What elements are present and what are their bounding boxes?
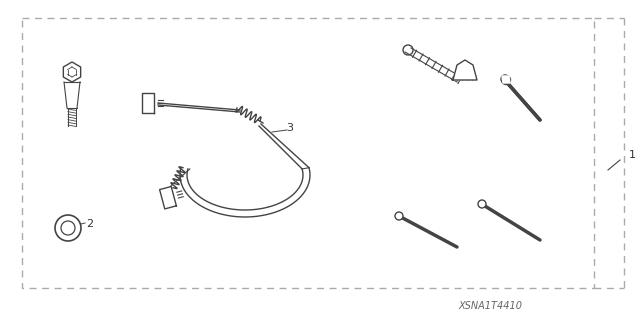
Circle shape bbox=[501, 75, 509, 83]
Polygon shape bbox=[142, 93, 154, 113]
Polygon shape bbox=[68, 108, 76, 126]
Text: 2: 2 bbox=[86, 219, 93, 229]
Polygon shape bbox=[63, 62, 81, 82]
Bar bbox=[22, 18, 594, 288]
Text: 3: 3 bbox=[287, 123, 294, 133]
Circle shape bbox=[395, 212, 403, 220]
Text: XSNA1T4410: XSNA1T4410 bbox=[458, 301, 522, 311]
Text: 1: 1 bbox=[628, 150, 636, 160]
Circle shape bbox=[478, 200, 486, 208]
Polygon shape bbox=[159, 187, 177, 209]
Polygon shape bbox=[453, 60, 477, 80]
Polygon shape bbox=[64, 82, 80, 108]
Polygon shape bbox=[502, 76, 510, 83]
